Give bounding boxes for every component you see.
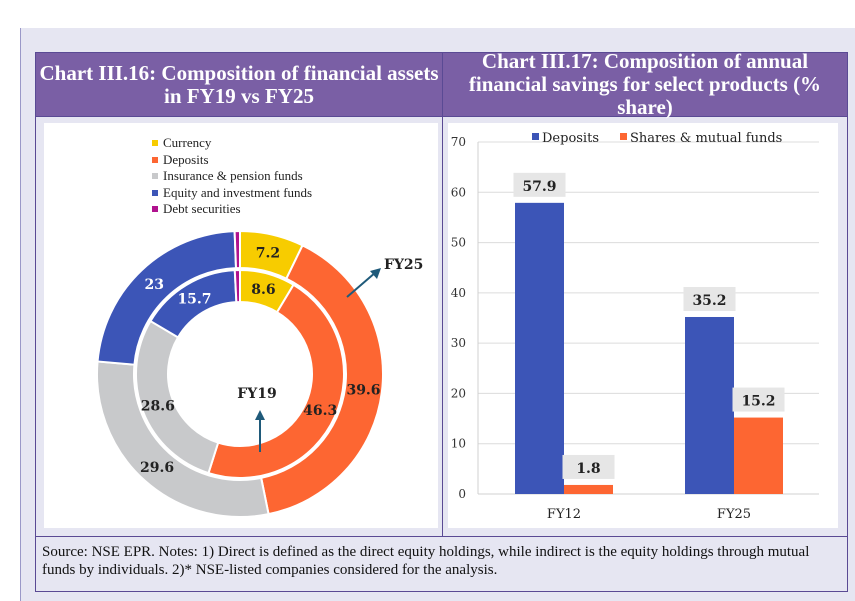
- y-tick-label: 20: [451, 386, 466, 400]
- data-label: 28.6: [141, 398, 175, 414]
- data-label: 39.6: [346, 383, 380, 399]
- data-label: 7.2: [256, 246, 280, 262]
- data-label: 15.7: [177, 292, 211, 308]
- bar-shares-mutual-funds: [564, 484, 613, 494]
- data-label: 35.2: [692, 293, 726, 309]
- data-label: 23: [144, 277, 163, 293]
- legend-label: Deposits: [163, 151, 209, 167]
- ring-label-fy25: FY25: [384, 257, 423, 273]
- donut-slice-FY19: [207, 283, 345, 479]
- arrow-fy25: [346, 271, 377, 298]
- data-label-box: [683, 286, 736, 311]
- legend-item: Currency: [152, 135, 312, 152]
- x-tick-label: FY12: [547, 507, 581, 522]
- data-label: 15.2: [741, 394, 775, 410]
- donut-slice-FY25: [259, 244, 384, 516]
- legend-item: Deposits: [152, 152, 312, 169]
- legend-item: Debt securities: [152, 201, 312, 218]
- legend-label: Shares & mutual funds: [630, 131, 782, 146]
- left-chart-title: Chart III.16: Composition of financial a…: [36, 53, 442, 117]
- legend-label: Insurance & pension funds: [163, 168, 303, 184]
- legend-swatch: [620, 133, 627, 140]
- right-chart-title: Chart III.17: Composition of annual fina…: [443, 50, 847, 119]
- legend-item: Equity and investment funds: [152, 185, 312, 202]
- data-label: 1.8: [576, 461, 600, 477]
- bar-shares-mutual-funds: [734, 417, 783, 494]
- source-note: Source: NSE EPR. Notes: 1) Direct is def…: [42, 544, 810, 578]
- y-tick-label: 0: [458, 487, 466, 501]
- data-label: 29.6: [140, 460, 174, 476]
- y-tick-label: 70: [451, 135, 466, 149]
- y-tick-label: 10: [451, 437, 466, 451]
- bar-deposits: [515, 202, 564, 495]
- legend-swatch: [152, 156, 158, 163]
- data-label-box: [732, 387, 785, 412]
- divider: [36, 536, 847, 537]
- arrowhead: [255, 410, 265, 420]
- legend-swatch: [152, 140, 158, 147]
- x-tick-label: FY25: [717, 507, 751, 522]
- figure-frame: [35, 52, 848, 592]
- legend-label: Debt securities: [163, 201, 241, 217]
- data-label-box: [513, 172, 566, 197]
- legend-swatch: [152, 206, 158, 213]
- y-tick-label: 60: [451, 185, 466, 199]
- data-label-box: [562, 454, 615, 479]
- arrowhead: [370, 268, 381, 279]
- legend-item: Insurance & pension funds: [152, 168, 312, 185]
- y-tick-label: 40: [451, 286, 466, 300]
- legend-swatch: [532, 133, 539, 140]
- bar-deposits: [685, 316, 734, 494]
- divider: [442, 53, 443, 537]
- data-label: 57.9: [522, 179, 556, 195]
- data-label: 46.3: [303, 403, 337, 419]
- ring-label-fy19: FY19: [237, 386, 276, 402]
- y-tick-label: 50: [451, 236, 466, 250]
- legend-label: Currency: [163, 135, 212, 151]
- legend-swatch: [152, 173, 158, 180]
- y-tick-label: 30: [451, 336, 466, 350]
- pie-legend: Currency Deposits Insurance & pension fund…: [152, 135, 312, 218]
- donut-slice-FY25: [233, 229, 241, 270]
- legend-swatch: [152, 189, 158, 196]
- data-label: 8.6: [251, 282, 275, 298]
- legend-label: Equity and investment funds: [163, 184, 313, 200]
- donut-slice-FY19: [233, 268, 241, 304]
- legend-label: Deposits: [542, 131, 599, 146]
